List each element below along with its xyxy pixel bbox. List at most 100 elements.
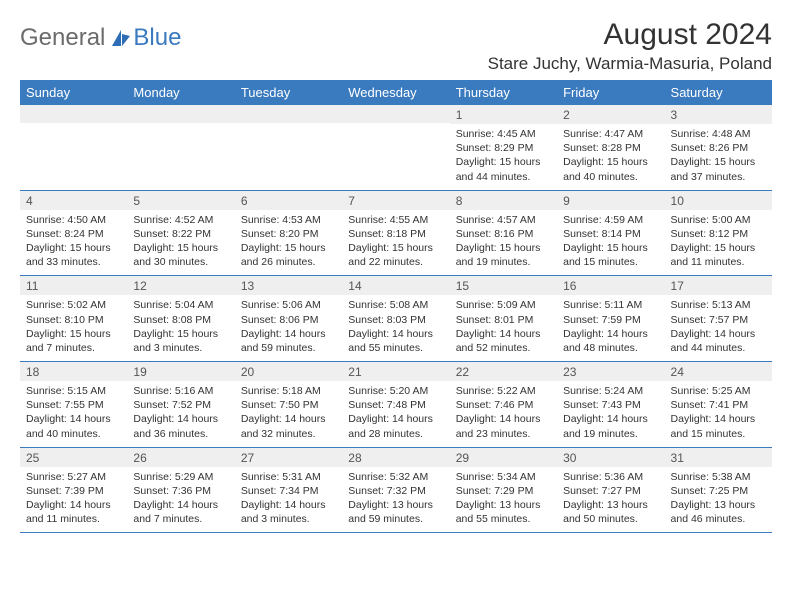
day-header-row: SundayMondayTuesdayWednesdayThursdayFrid… [20,80,772,105]
day-details: Sunrise: 5:31 AMSunset: 7:34 PMDaylight:… [235,467,342,533]
day-number: 31 [665,448,772,467]
calendar-cell: 13Sunrise: 5:06 AMSunset: 8:06 PMDayligh… [235,276,342,362]
calendar-cell: 4Sunrise: 4:50 AMSunset: 8:24 PMDaylight… [20,190,127,276]
calendar-cell: 18Sunrise: 5:15 AMSunset: 7:55 PMDayligh… [20,362,127,448]
calendar-cell: 27Sunrise: 5:31 AMSunset: 7:34 PMDayligh… [235,447,342,533]
day-details: Sunrise: 5:16 AMSunset: 7:52 PMDaylight:… [127,381,234,447]
logo: General Blue [20,18,181,52]
day-header: Tuesday [235,80,342,105]
day-number: 26 [127,448,234,467]
logo-text-blue: Blue [133,24,181,52]
logo-text-general: General [20,24,105,52]
calendar-cell: 28Sunrise: 5:32 AMSunset: 7:32 PMDayligh… [342,447,449,533]
day-details: Sunrise: 5:38 AMSunset: 7:25 PMDaylight:… [665,467,772,533]
day-number: 12 [127,276,234,295]
day-details: Sunrise: 5:29 AMSunset: 7:36 PMDaylight:… [127,467,234,533]
day-number [235,105,342,123]
day-number: 8 [450,191,557,210]
calendar-cell: 3Sunrise: 4:48 AMSunset: 8:26 PMDaylight… [665,105,772,190]
day-number: 1 [450,105,557,124]
calendar-cell: 23Sunrise: 5:24 AMSunset: 7:43 PMDayligh… [557,362,664,448]
day-details: Sunrise: 5:24 AMSunset: 7:43 PMDaylight:… [557,381,664,447]
page-header: General Blue August 2024 Stare Juchy, Wa… [20,18,772,74]
calendar-week-row: 4Sunrise: 4:50 AMSunset: 8:24 PMDaylight… [20,190,772,276]
day-header: Monday [127,80,234,105]
day-number: 4 [20,191,127,210]
calendar-cell: 9Sunrise: 4:59 AMSunset: 8:14 PMDaylight… [557,190,664,276]
calendar-week-row: 18Sunrise: 5:15 AMSunset: 7:55 PMDayligh… [20,362,772,448]
calendar-cell: 11Sunrise: 5:02 AMSunset: 8:10 PMDayligh… [20,276,127,362]
calendar-cell: 6Sunrise: 4:53 AMSunset: 8:20 PMDaylight… [235,190,342,276]
calendar-week-row: 11Sunrise: 5:02 AMSunset: 8:10 PMDayligh… [20,276,772,362]
day-details: Sunrise: 4:50 AMSunset: 8:24 PMDaylight:… [20,210,127,276]
day-number: 23 [557,362,664,381]
day-number: 13 [235,276,342,295]
day-number [342,105,449,123]
calendar-cell: 26Sunrise: 5:29 AMSunset: 7:36 PMDayligh… [127,447,234,533]
day-number: 30 [557,448,664,467]
day-number: 5 [127,191,234,210]
day-details: Sunrise: 5:36 AMSunset: 7:27 PMDaylight:… [557,467,664,533]
calendar-cell: 1Sunrise: 4:45 AMSunset: 8:29 PMDaylight… [450,105,557,190]
day-number: 25 [20,448,127,467]
day-details: Sunrise: 5:13 AMSunset: 7:57 PMDaylight:… [665,295,772,361]
calendar-cell [20,105,127,190]
day-header: Wednesday [342,80,449,105]
day-details: Sunrise: 4:45 AMSunset: 8:29 PMDaylight:… [450,124,557,190]
day-details: Sunrise: 5:32 AMSunset: 7:32 PMDaylight:… [342,467,449,533]
day-number: 3 [665,105,772,124]
day-details: Sunrise: 4:57 AMSunset: 8:16 PMDaylight:… [450,210,557,276]
day-header: Thursday [450,80,557,105]
day-number: 20 [235,362,342,381]
day-number: 28 [342,448,449,467]
calendar-cell: 15Sunrise: 5:09 AMSunset: 8:01 PMDayligh… [450,276,557,362]
day-number: 17 [665,276,772,295]
day-details: Sunrise: 5:20 AMSunset: 7:48 PMDaylight:… [342,381,449,447]
day-number: 19 [127,362,234,381]
calendar-cell: 25Sunrise: 5:27 AMSunset: 7:39 PMDayligh… [20,447,127,533]
day-details: Sunrise: 5:18 AMSunset: 7:50 PMDaylight:… [235,381,342,447]
calendar-cell: 2Sunrise: 4:47 AMSunset: 8:28 PMDaylight… [557,105,664,190]
day-number: 9 [557,191,664,210]
day-number: 10 [665,191,772,210]
day-number [127,105,234,123]
day-details: Sunrise: 5:00 AMSunset: 8:12 PMDaylight:… [665,210,772,276]
day-details [235,123,342,183]
calendar-cell: 12Sunrise: 5:04 AMSunset: 8:08 PMDayligh… [127,276,234,362]
calendar-cell: 31Sunrise: 5:38 AMSunset: 7:25 PMDayligh… [665,447,772,533]
day-details [127,123,234,183]
month-title: August 2024 [488,18,772,52]
day-number: 29 [450,448,557,467]
calendar-cell: 16Sunrise: 5:11 AMSunset: 7:59 PMDayligh… [557,276,664,362]
day-header: Sunday [20,80,127,105]
day-details: Sunrise: 4:55 AMSunset: 8:18 PMDaylight:… [342,210,449,276]
day-details [20,123,127,183]
calendar-cell: 30Sunrise: 5:36 AMSunset: 7:27 PMDayligh… [557,447,664,533]
calendar-cell: 14Sunrise: 5:08 AMSunset: 8:03 PMDayligh… [342,276,449,362]
calendar-cell [235,105,342,190]
day-number: 6 [235,191,342,210]
calendar-cell: 10Sunrise: 5:00 AMSunset: 8:12 PMDayligh… [665,190,772,276]
calendar-cell: 8Sunrise: 4:57 AMSunset: 8:16 PMDaylight… [450,190,557,276]
day-number: 22 [450,362,557,381]
day-details: Sunrise: 5:25 AMSunset: 7:41 PMDaylight:… [665,381,772,447]
calendar-cell: 22Sunrise: 5:22 AMSunset: 7:46 PMDayligh… [450,362,557,448]
day-details: Sunrise: 4:47 AMSunset: 8:28 PMDaylight:… [557,124,664,190]
day-details: Sunrise: 5:27 AMSunset: 7:39 PMDaylight:… [20,467,127,533]
day-details: Sunrise: 4:59 AMSunset: 8:14 PMDaylight:… [557,210,664,276]
calendar-cell: 19Sunrise: 5:16 AMSunset: 7:52 PMDayligh… [127,362,234,448]
day-number: 18 [20,362,127,381]
calendar-cell: 21Sunrise: 5:20 AMSunset: 7:48 PMDayligh… [342,362,449,448]
day-details: Sunrise: 5:06 AMSunset: 8:06 PMDaylight:… [235,295,342,361]
day-number [20,105,127,123]
day-details: Sunrise: 4:53 AMSunset: 8:20 PMDaylight:… [235,210,342,276]
day-details [342,123,449,183]
calendar-cell: 17Sunrise: 5:13 AMSunset: 7:57 PMDayligh… [665,276,772,362]
day-details: Sunrise: 5:09 AMSunset: 8:01 PMDaylight:… [450,295,557,361]
logo-sail-icon [110,28,132,51]
day-number: 27 [235,448,342,467]
calendar-cell: 7Sunrise: 4:55 AMSunset: 8:18 PMDaylight… [342,190,449,276]
day-details: Sunrise: 4:52 AMSunset: 8:22 PMDaylight:… [127,210,234,276]
location-text: Stare Juchy, Warmia-Masuria, Poland [488,54,772,74]
calendar-table: SundayMondayTuesdayWednesdayThursdayFrid… [20,80,772,533]
